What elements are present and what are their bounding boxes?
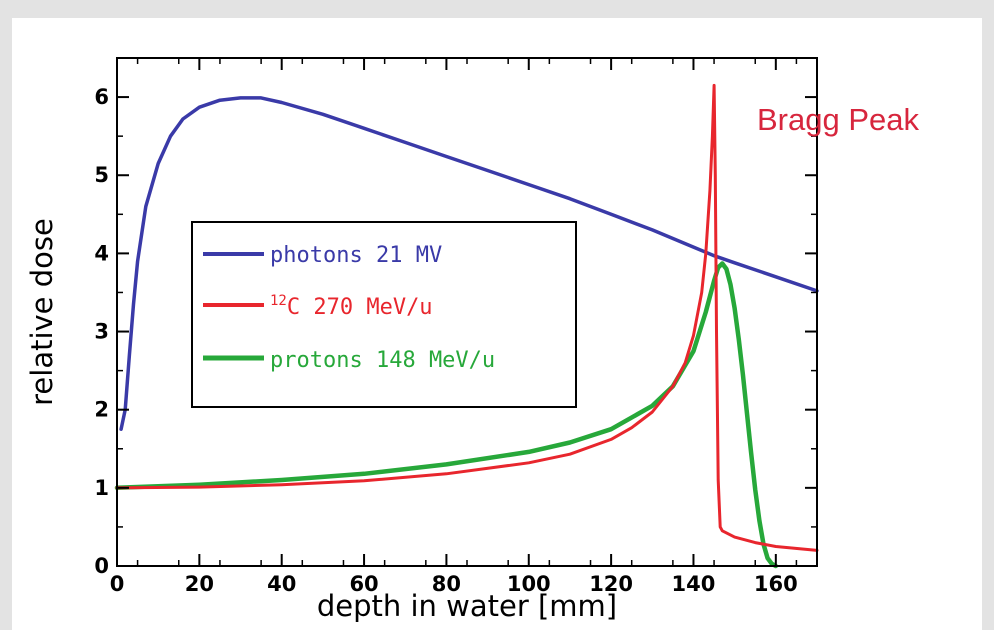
legend-label-carbon: 12C 270 MeV/u xyxy=(270,293,433,320)
y-tick-label: 1 xyxy=(94,476,109,500)
series-line-protons xyxy=(114,261,779,569)
legend-label-protons: protons 148 MeV/u xyxy=(270,348,495,373)
legend-label-carbon-text: C 270 MeV/u xyxy=(287,295,433,320)
x-tick-label: 80 xyxy=(432,572,461,596)
y-tick-label: 0 xyxy=(94,554,109,578)
y-tick-label: 2 xyxy=(94,398,109,422)
legend: photons 21 MV 12C 270 MeV/u protons 148 … xyxy=(191,221,577,408)
x-tick-label: 100 xyxy=(507,572,551,596)
series-line-photons xyxy=(119,96,819,431)
x-tick-label: 60 xyxy=(349,572,378,596)
y-axis-title: relative dose xyxy=(25,218,59,406)
x-tick-label: 120 xyxy=(589,572,633,596)
y-tick-label: 6 xyxy=(94,85,109,109)
y-tick-label: 4 xyxy=(94,241,109,265)
x-tick-label: 140 xyxy=(672,572,716,596)
series-line-carbon xyxy=(115,83,819,552)
bragg-peak-annotation: Bragg Peak xyxy=(757,102,919,137)
series-layer xyxy=(114,83,819,569)
x-tick-label: 20 xyxy=(185,572,214,596)
x-tick-label: 160 xyxy=(754,572,798,596)
x-tick-label: 0 xyxy=(110,572,125,596)
y-tick-label: 5 xyxy=(94,163,109,187)
legend-label-photons: photons 21 MV xyxy=(270,243,442,268)
x-axis-title: depth in water [mm] xyxy=(317,589,617,623)
x-tick-label: 40 xyxy=(267,572,296,596)
y-tick-label: 3 xyxy=(94,320,109,344)
legend-label-carbon-superscript: 12 xyxy=(270,293,287,309)
figure-frame: 0 20 40 60 80 100 120 140 160 0 1 2 3 4 5 6 depth in wa… xyxy=(12,18,982,630)
